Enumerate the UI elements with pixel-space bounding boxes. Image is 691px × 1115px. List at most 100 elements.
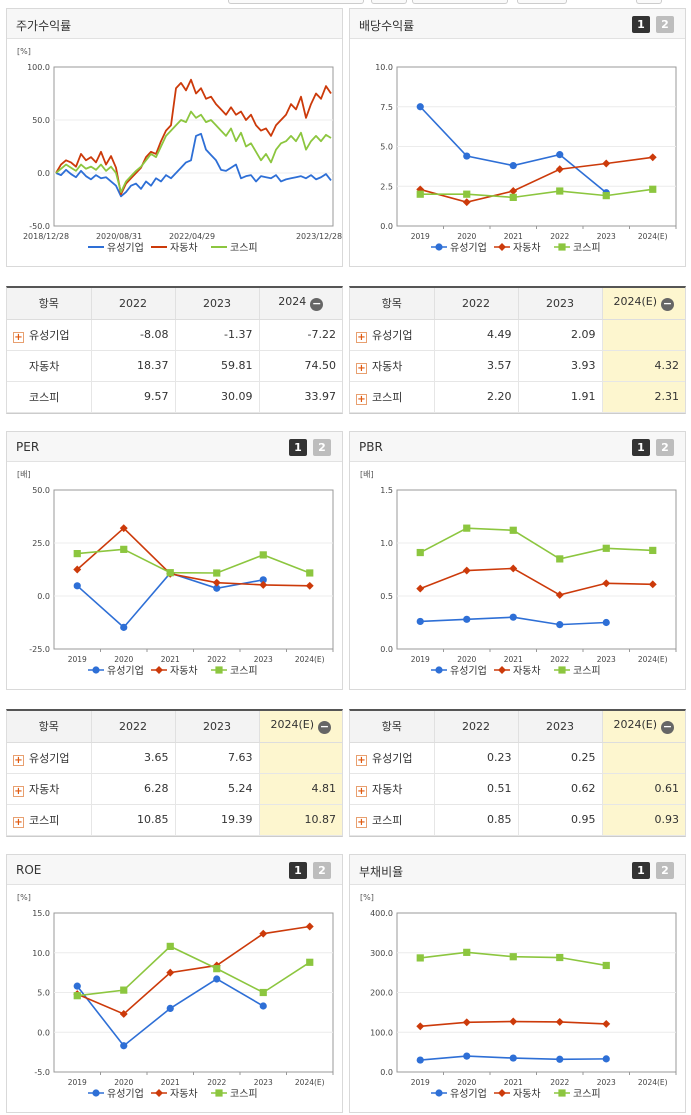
view-1-button[interactable]: 1: [289, 439, 307, 456]
col-header-item: 항목: [7, 288, 92, 320]
data-point: [602, 192, 610, 200]
row-label: 유성기업: [29, 328, 70, 342]
value-cell: 30.09: [175, 381, 260, 413]
col-header-2022: 2022: [91, 711, 176, 743]
expand-icon[interactable]: +: [13, 754, 24, 766]
data-point: [435, 243, 443, 251]
view-2-button[interactable]: 2: [313, 862, 331, 879]
value-cell: 0.23: [434, 742, 519, 774]
view-2-button[interactable]: 2: [656, 16, 674, 33]
data-point: [558, 666, 566, 674]
view-1-button[interactable]: 1: [289, 862, 307, 879]
x-tick-label: 2020: [457, 232, 476, 241]
data-point: [463, 1052, 471, 1060]
data-point: [73, 982, 81, 990]
y-tick-label: 0.0: [380, 645, 393, 654]
data-point: [416, 954, 424, 962]
expand-icon[interactable]: +: [13, 785, 24, 797]
data-point: [602, 961, 610, 970]
expand-icon[interactable]: +: [356, 393, 367, 405]
col-header-2024e: 2024(E) −: [602, 288, 685, 320]
series-line-1: [76, 925, 310, 1015]
collapse-icon[interactable]: −: [661, 297, 675, 312]
view-1-button[interactable]: 1: [632, 862, 650, 879]
table-row: + 유성기업 3.65 7.63: [7, 742, 342, 774]
data-point: [416, 1056, 424, 1064]
data-point: [602, 1019, 611, 1028]
value-cell: 10.85: [91, 804, 176, 836]
value-cell: 4.81: [259, 773, 342, 805]
stock-return-table: 항목 2022 2023 2024− + 유성기업 -8.08 -1.37 -7.…: [6, 286, 343, 414]
value-cell: 18.37: [91, 350, 176, 382]
value-cell: 74.50: [259, 350, 342, 382]
data-point: [215, 666, 223, 674]
value-cell: [259, 742, 342, 774]
per-table: 항목 2022 2023 2024(E) − + 유성기업 3.65 7.63 + 자…: [6, 709, 343, 837]
x-tick-label: 2023: [597, 1078, 616, 1087]
x-tick-label: 2023: [597, 655, 616, 664]
collapse-icon[interactable]: −: [310, 297, 324, 312]
x-tick-label: 2020: [457, 655, 476, 664]
y-tick-label: 1.5: [380, 486, 393, 495]
data-point: [213, 965, 221, 973]
expand-icon[interactable]: +: [356, 362, 367, 374]
value-cell: 2.20: [434, 381, 519, 413]
row-name-cell: + 코스피: [350, 381, 435, 413]
col-header-2024e: 2024(E) −: [602, 711, 685, 743]
series-line-2: [77, 548, 311, 574]
view-2-button[interactable]: 2: [656, 439, 674, 456]
value-cell: 33.97: [259, 381, 342, 413]
y-tick-label: 10.0: [32, 949, 50, 958]
legend-label: 자동차: [513, 242, 541, 254]
data-point: [602, 579, 611, 588]
row-name-cell: + 코스피: [7, 804, 92, 836]
legend-label: 유성기업: [450, 1087, 487, 1100]
series-line-2: [55, 110, 332, 193]
legend-label: 자동차: [170, 242, 198, 254]
panel-title: PBR: [359, 440, 383, 454]
series-line-0: [419, 106, 607, 194]
y-tick-label: 25.0: [32, 539, 50, 548]
expand-icon[interactable]: +: [356, 785, 367, 797]
series-line-1: [55, 78, 332, 196]
data-point: [498, 243, 506, 251]
expand-icon[interactable]: +: [356, 331, 367, 343]
data-point: [416, 584, 425, 593]
table-row: + 자동차 6.28 5.24 4.81: [7, 773, 342, 805]
expand-icon[interactable]: +: [356, 754, 367, 766]
legend-label: 코스피: [573, 1088, 601, 1100]
data-point: [306, 958, 314, 966]
value-cell: 19.39: [175, 804, 260, 836]
y-unit-label: [배]: [17, 470, 31, 479]
debt-ratio-chart: [%] 400.0 300.0 200.0 100.0 0.0 2019 2020 2021 20…: [360, 893, 677, 1100]
top-strip: [0, 0, 691, 6]
expand-icon[interactable]: +: [356, 816, 367, 828]
collapse-icon[interactable]: −: [318, 720, 332, 735]
view-2-button[interactable]: 2: [656, 862, 674, 879]
legend-label: 유성기업: [450, 241, 487, 254]
col-header-2023: 2023: [175, 711, 260, 743]
table-row: + 코스피 10.85 19.39 10.87: [7, 804, 342, 836]
view-2-button[interactable]: 2: [313, 439, 331, 456]
y-tick-label: 0.0: [37, 1028, 50, 1037]
collapse-icon[interactable]: −: [661, 720, 675, 735]
value-cell: 5.24: [175, 773, 260, 805]
row-name-cell: + 유성기업: [7, 742, 92, 774]
per-panel: PER 1 2 [배] 50.0 25.0 0.0 -25.0 2019 2020 2021 2…: [6, 431, 343, 690]
y-tick-label: 200.0: [370, 989, 393, 998]
data-point: [120, 1042, 128, 1050]
view-1-button[interactable]: 1: [632, 439, 650, 456]
data-point: [212, 578, 221, 587]
view-1-button[interactable]: 1: [632, 16, 650, 33]
col-header-2022: 2022: [434, 288, 519, 320]
data-point: [509, 613, 517, 621]
data-point: [509, 564, 518, 573]
col-header-2024e-label: 2024(E): [613, 718, 658, 732]
x-tick-label: 2019: [68, 655, 87, 664]
data-point: [556, 953, 564, 962]
table-row: + 자동차 3.57 3.93 4.32: [350, 350, 685, 382]
expand-icon[interactable]: +: [13, 816, 24, 828]
expand-icon[interactable]: +: [13, 331, 24, 343]
y-tick-label: 400.0: [370, 909, 393, 918]
